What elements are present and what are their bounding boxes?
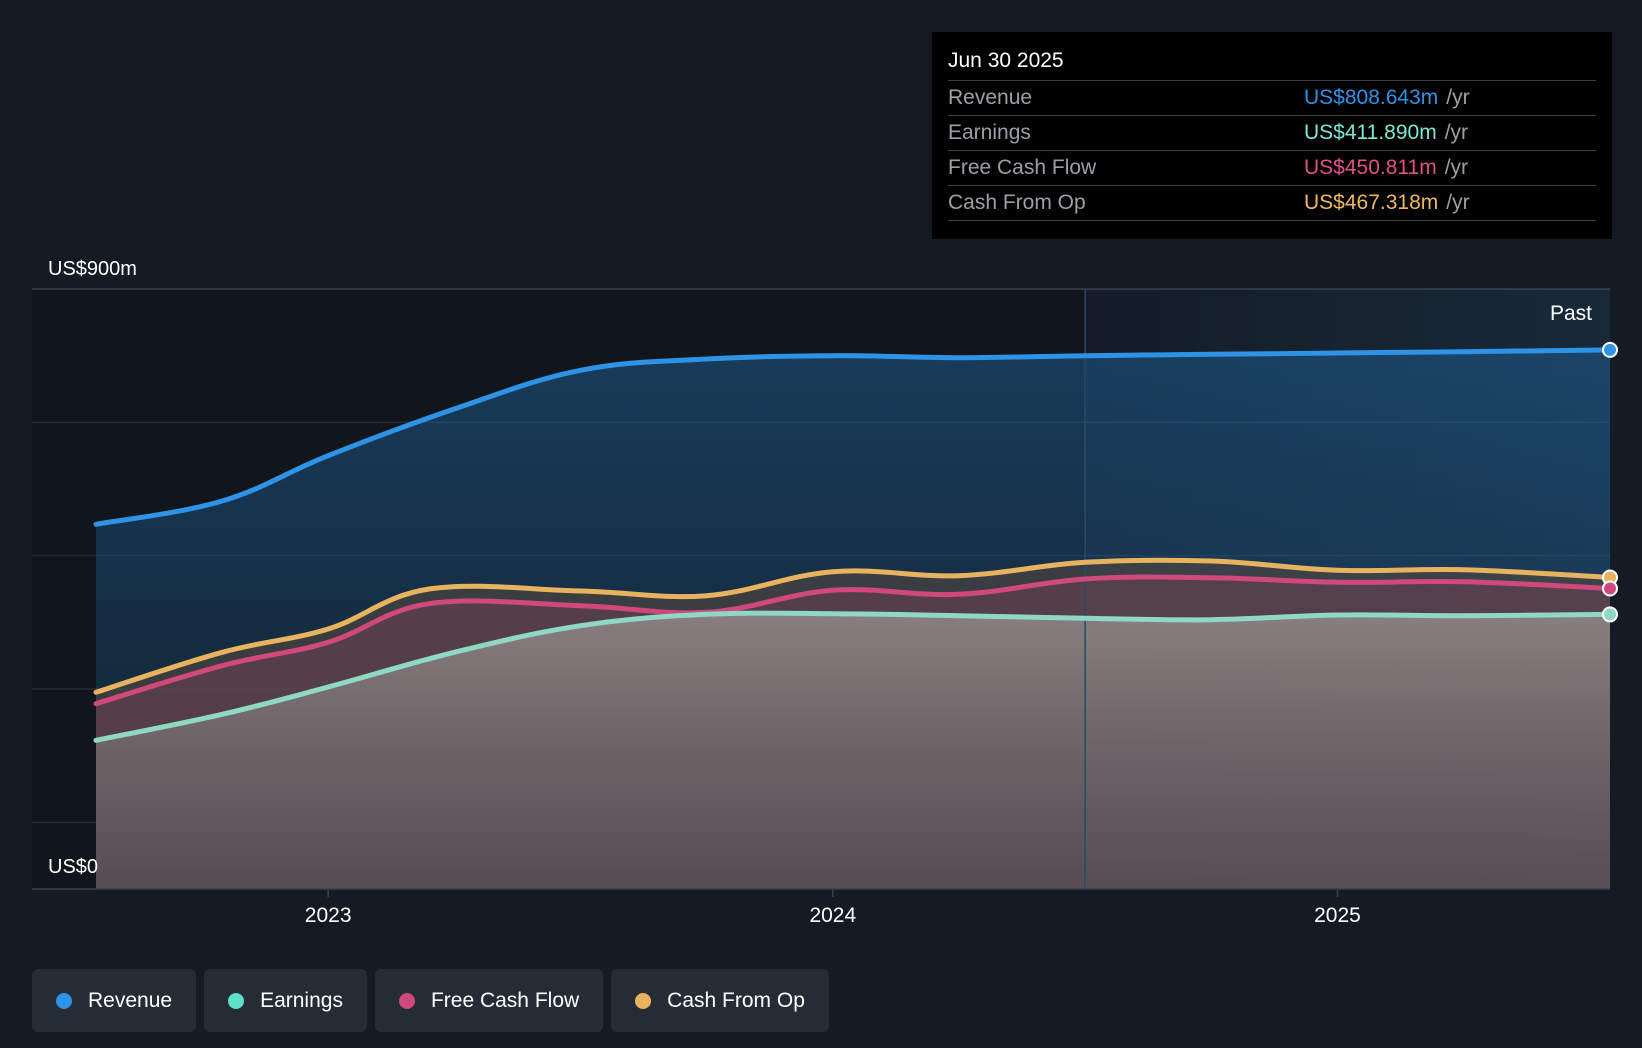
tooltip-value: US$808.643m <box>1304 86 1439 109</box>
tooltip-row-revenue: Revenue US$808.643m /yr <box>948 81 1596 116</box>
x-tick-label: 2024 <box>809 904 856 927</box>
legend-dot-icon <box>56 992 72 1009</box>
earnings-end-point <box>1602 606 1618 623</box>
legend-item-cash-from-op[interactable]: Cash From Op <box>611 969 829 1032</box>
cash-from-op-line <box>93 557 1613 695</box>
tooltip-value: US$411.890m <box>1304 121 1437 144</box>
tooltip-value: US$467.318m <box>1304 191 1439 214</box>
chart: 2023 2024 2025 US$900m US$0 Past <box>32 258 1618 927</box>
tooltip-row-free-cash-flow: Free Cash Flow US$450.811m /yr <box>948 151 1596 186</box>
y-axis-bottom-label: US$0 <box>48 856 98 878</box>
past-label: Past <box>1550 302 1592 325</box>
x-tick-label: 2025 <box>1314 904 1361 927</box>
earnings-line <box>93 610 1613 743</box>
tooltip-unit: /yr <box>1444 121 1469 144</box>
free-cash-flow-line <box>93 574 1613 707</box>
legend-label: Free Cash Flow <box>430 988 580 1012</box>
tooltip-label: Cash From Op <box>948 191 1086 214</box>
legend-dot-icon <box>398 992 415 1009</box>
tooltip-row-cash-from-op: Cash From Op US$467.318m /yr <box>948 186 1596 221</box>
tooltip-label: Free Cash Flow <box>948 156 1097 179</box>
x-tick-label: 2023 <box>305 904 352 927</box>
legend-item-revenue[interactable]: Revenue <box>32 969 197 1032</box>
revenue-end-point <box>1602 341 1618 358</box>
tooltip-unit: /yr <box>1444 156 1469 179</box>
tooltip-value: US$450.811m <box>1304 156 1437 179</box>
legend-item-earnings[interactable]: Earnings <box>204 969 367 1032</box>
tooltip-date: Jun 30 2025 <box>948 46 1596 81</box>
tooltip-label: Earnings <box>948 121 1031 144</box>
legend-label: Revenue <box>88 988 173 1012</box>
tooltip-panel: Jun 30 2025 Revenue US$808.643m /yr Earn… <box>932 32 1612 239</box>
tooltip-label: Revenue <box>948 86 1033 109</box>
revenue-line <box>93 347 1613 527</box>
legend-dot-icon <box>228 992 245 1009</box>
legend-item-free-cash-flow[interactable]: Free Cash Flow <box>374 969 604 1032</box>
legend-dot-icon <box>635 992 652 1009</box>
legend: Revenue Earnings Free Cash Flow Cash Fro… <box>32 969 829 1032</box>
y-axis-top-label: US$900m <box>48 258 137 280</box>
tooltip-unit: /yr <box>1446 86 1470 109</box>
earnings-area <box>96 613 1610 889</box>
legend-label: Cash From Op <box>667 988 805 1012</box>
fcf-end-point <box>1602 580 1618 597</box>
tooltip-unit: /yr <box>1446 191 1470 214</box>
tooltip-row-earnings: Earnings US$411.890m /yr <box>948 116 1596 151</box>
legend-label: Earnings <box>260 988 343 1012</box>
